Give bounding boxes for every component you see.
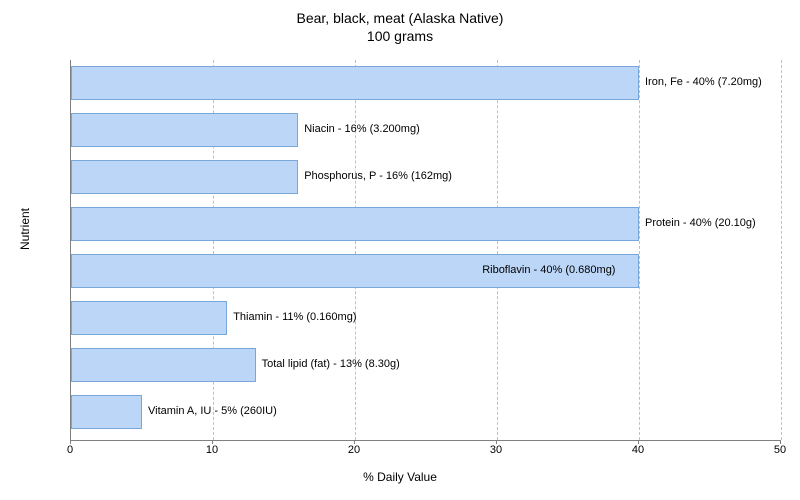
gridline [639,60,640,440]
bar-niacin [71,113,298,147]
bar-label: Riboflavin - 40% (0.680mg) [482,264,615,276]
gridline [355,60,356,440]
x-axis-label: % Daily Value [0,470,800,484]
bar-thiamin [71,301,227,335]
bar-label: Vitamin A, IU - 5% (260IU) [148,405,277,417]
bar-label: Phosphorus, P - 16% (162mg) [304,170,452,182]
bar-label: Niacin - 16% (3.200mg) [304,123,420,135]
bar-protein [71,207,639,241]
gridline [497,60,498,440]
bar-label: Iron, Fe - 40% (7.20mg) [645,76,762,88]
xtick-label: 50 [760,444,800,456]
gridline [781,60,782,440]
plot-area: Iron, Fe - 40% (7.20mg) Niacin - 16% (3.2… [70,60,781,441]
bar-label: Total lipid (fat) - 13% (8.30g) [262,358,400,370]
bar-vitamin-a-iu [71,395,142,429]
xtick-label: 10 [192,444,232,456]
bar-phosphorus-p [71,160,298,194]
bar-iron-fe [71,66,639,100]
nutrient-bar-chart: Bear, black, meat (Alaska Native) 100 gr… [0,0,800,500]
bar-total-lipid-fat [71,348,256,382]
bar-label: Thiamin - 11% (0.160mg) [233,311,356,323]
xtick-label: 30 [476,444,516,456]
xtick-label: 0 [50,444,90,456]
chart-title-line1: Bear, black, meat (Alaska Native) [0,10,800,26]
chart-title-line2: 100 grams [0,28,800,44]
y-axis-label: Nutrient [18,208,32,250]
bar-label: Protein - 40% (20.10g) [645,217,756,229]
xtick-label: 40 [618,444,658,456]
xtick-label: 20 [334,444,374,456]
